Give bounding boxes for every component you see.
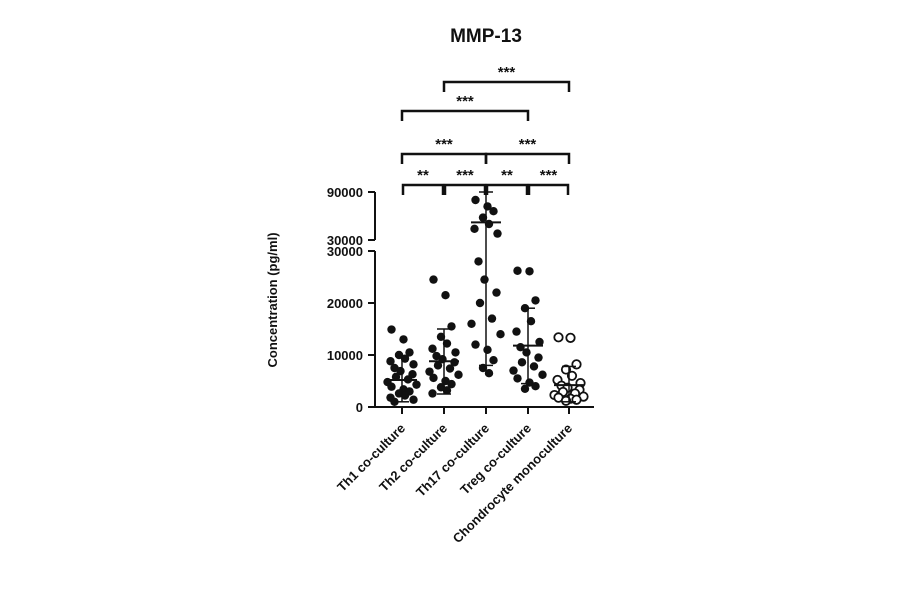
data-point <box>409 360 418 369</box>
significance-bracket <box>401 183 445 195</box>
data-point <box>513 266 522 275</box>
significance-label: ** <box>417 167 429 184</box>
data-point <box>525 267 534 276</box>
data-point <box>489 356 498 365</box>
y-axis-label: Concentration (pg/ml) <box>265 232 280 367</box>
significance-label: *** <box>435 136 453 153</box>
data-point <box>428 389 437 398</box>
significance-bracket <box>442 80 571 92</box>
data-point <box>450 358 459 367</box>
data-point <box>535 337 544 347</box>
significance-bracket <box>443 183 487 195</box>
data-marks <box>383 191 589 406</box>
data-point <box>565 332 576 343</box>
data-point <box>387 382 396 391</box>
data-point <box>471 340 480 349</box>
data-point <box>391 372 401 382</box>
data-point <box>560 364 572 375</box>
significance-bracket <box>400 152 488 164</box>
data-point <box>475 298 485 308</box>
significance-label: *** <box>519 136 537 153</box>
significance-label: *** <box>456 167 474 184</box>
data-point <box>480 275 489 284</box>
significance-label: *** <box>456 93 474 110</box>
data-point <box>496 330 505 339</box>
data-point <box>428 344 437 353</box>
data-point <box>517 358 527 367</box>
significance-label: ** <box>501 167 513 184</box>
data-point <box>526 317 536 326</box>
y-tick-label-upper: 30000 <box>327 233 363 248</box>
significance-bracket <box>527 183 570 195</box>
y-tick-label: 30000 <box>327 244 363 259</box>
significance-bracket <box>400 109 530 121</box>
data-point <box>405 348 414 357</box>
data-point <box>387 325 396 334</box>
data-point <box>474 257 483 266</box>
data-point <box>471 195 480 205</box>
data-point <box>492 288 501 297</box>
data-point <box>531 296 540 305</box>
y-tick-label-upper: 90000 <box>327 185 363 200</box>
data-point <box>429 373 438 383</box>
data-point <box>538 370 547 379</box>
data-point <box>400 391 410 400</box>
data-point <box>520 384 530 393</box>
significance-bracket <box>484 152 571 164</box>
significance-label: *** <box>498 64 516 81</box>
data-point <box>534 353 543 362</box>
data-point <box>409 395 418 404</box>
y-tick-label: 20000 <box>327 296 363 311</box>
significance-bracket <box>485 183 529 195</box>
data-point <box>560 395 572 406</box>
chart-title: MMP-13 <box>450 26 522 47</box>
data-point <box>467 319 476 328</box>
data-point <box>390 397 399 406</box>
data-point <box>447 379 456 389</box>
data-point <box>522 348 531 357</box>
data-point <box>412 380 421 389</box>
data-point <box>571 359 582 370</box>
data-point <box>553 332 564 343</box>
data-point <box>529 362 539 371</box>
significance-brackets: ** *** ** ****** ********* <box>400 64 571 195</box>
data-point <box>489 207 498 216</box>
data-point <box>442 339 452 348</box>
data-point <box>441 291 450 300</box>
data-point <box>451 348 460 357</box>
significance-label: *** <box>540 167 558 184</box>
data-point <box>470 224 479 233</box>
x-category-label: Th17 co-culture <box>413 421 492 500</box>
data-point <box>513 374 522 383</box>
data-point <box>571 394 582 405</box>
data-point <box>429 275 438 284</box>
data-point <box>445 364 455 373</box>
data-point <box>399 335 408 344</box>
y-tick-label: 10000 <box>327 348 363 363</box>
data-point <box>487 314 497 323</box>
data-point <box>386 357 395 366</box>
data-point <box>442 386 452 395</box>
data-point <box>454 370 463 379</box>
data-point <box>484 369 494 378</box>
data-point <box>509 366 518 375</box>
y-tick-label: 0 <box>356 400 363 415</box>
data-point <box>478 213 488 222</box>
data-point <box>566 370 578 381</box>
data-point <box>483 345 492 354</box>
data-point <box>436 332 446 341</box>
data-point <box>433 361 443 370</box>
data-point <box>493 229 502 238</box>
data-point <box>425 367 434 376</box>
data-point <box>512 327 521 336</box>
